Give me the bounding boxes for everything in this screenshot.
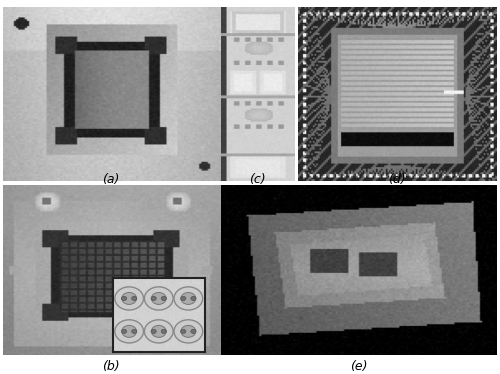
Circle shape	[144, 320, 173, 343]
Circle shape	[161, 329, 166, 334]
Circle shape	[174, 287, 203, 310]
Circle shape	[152, 292, 166, 304]
Circle shape	[174, 320, 203, 343]
Text: (e): (e)	[350, 360, 367, 373]
Circle shape	[191, 296, 196, 301]
Circle shape	[144, 287, 173, 310]
Circle shape	[115, 287, 143, 310]
Circle shape	[151, 329, 156, 334]
Circle shape	[122, 329, 126, 334]
Text: (c): (c)	[249, 173, 266, 186]
Circle shape	[122, 296, 126, 301]
Circle shape	[152, 325, 166, 337]
Circle shape	[191, 329, 196, 334]
Circle shape	[181, 292, 196, 304]
Circle shape	[181, 325, 196, 337]
Circle shape	[122, 292, 136, 304]
Circle shape	[161, 296, 166, 301]
Circle shape	[115, 320, 143, 343]
Text: (b): (b)	[102, 360, 120, 373]
Circle shape	[151, 296, 156, 301]
Circle shape	[180, 329, 186, 334]
Text: (d): (d)	[388, 173, 406, 186]
Circle shape	[122, 325, 136, 337]
Circle shape	[132, 329, 137, 334]
Text: (a): (a)	[102, 173, 120, 186]
Circle shape	[132, 296, 137, 301]
Circle shape	[180, 296, 186, 301]
